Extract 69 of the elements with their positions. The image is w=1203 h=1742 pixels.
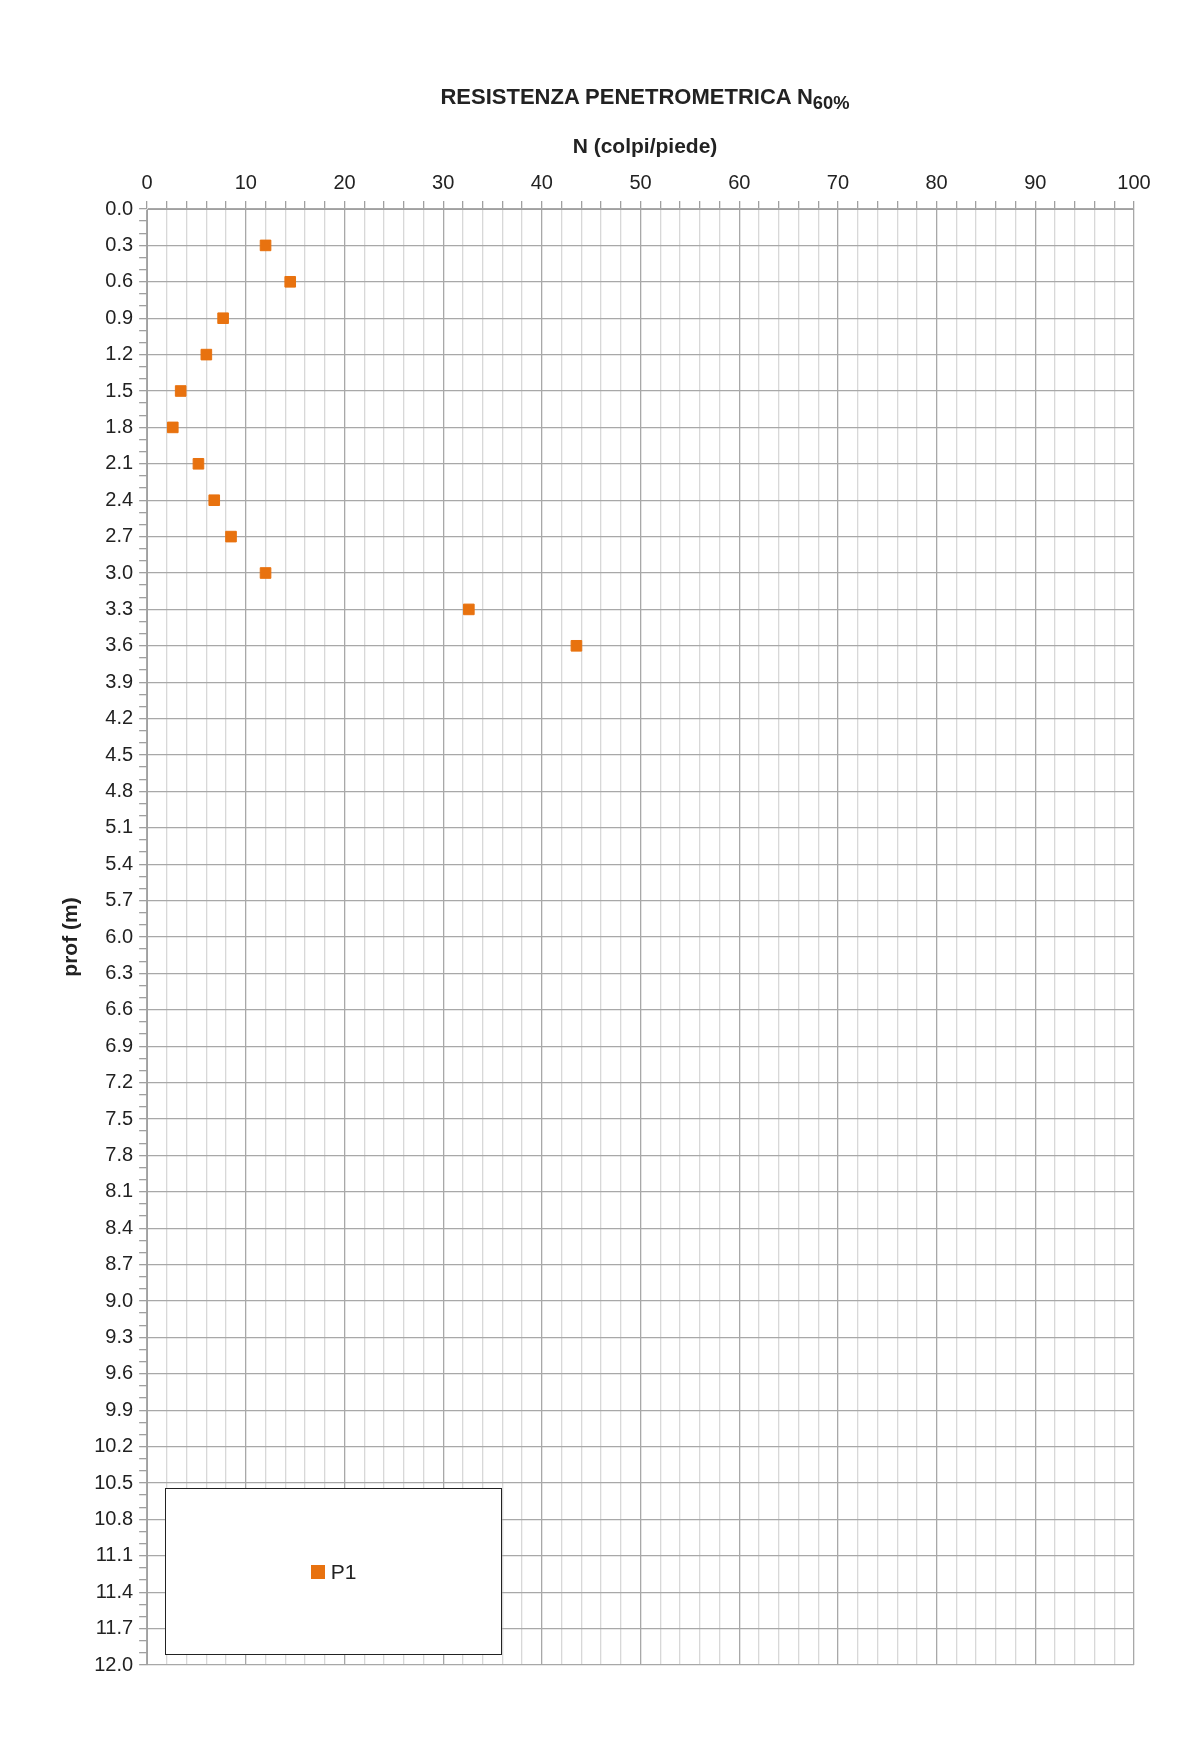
x-axis-title: N (colpi/piede) bbox=[571, 134, 719, 158]
y-tick-label: 4.2 bbox=[105, 706, 134, 729]
y-tick-label: 1.5 bbox=[105, 378, 134, 401]
chart-title: RESISTENZA PENETROMETRICA N$_{60%}$ bbox=[439, 84, 851, 115]
y-tick-label: 8.7 bbox=[105, 1252, 134, 1275]
legend: P1 bbox=[165, 1488, 503, 1655]
y-tick-label: 2.4 bbox=[105, 487, 134, 510]
y-tick-label: 0.9 bbox=[105, 305, 134, 328]
legend-label: P1 bbox=[329, 1559, 357, 1584]
y-tick-label: 6.6 bbox=[105, 997, 134, 1020]
y-tick-label: 5.7 bbox=[105, 888, 134, 911]
y-tick-label: 8.1 bbox=[105, 1179, 134, 1202]
y-tick-label: 10.8 bbox=[94, 1506, 134, 1529]
y-tick-label: 3.6 bbox=[105, 633, 134, 656]
point bbox=[174, 385, 187, 397]
y-tick-label: 10.2 bbox=[94, 1434, 134, 1457]
y-tick-label: 6.0 bbox=[105, 924, 134, 947]
x-tick-label: 20 bbox=[333, 170, 356, 193]
x-tick-label: 90 bbox=[1024, 170, 1047, 193]
point bbox=[463, 603, 475, 616]
y-tick-label: 12.0 bbox=[94, 1652, 134, 1675]
y-tick-label: 5.4 bbox=[105, 851, 134, 874]
y-tick-label: 6.3 bbox=[105, 960, 134, 983]
y-tick-label: 0.6 bbox=[105, 269, 134, 292]
y-tick-label: 9.0 bbox=[105, 1288, 134, 1311]
y-tick-label: 9.6 bbox=[105, 1361, 134, 1384]
x-tick-label: 10 bbox=[234, 170, 257, 193]
point bbox=[259, 567, 272, 579]
point bbox=[259, 239, 272, 252]
y-tick-label: 7.2 bbox=[105, 1070, 134, 1093]
x-tick-label: 70 bbox=[826, 170, 850, 193]
y-tick-label: 8.4 bbox=[105, 1215, 134, 1238]
x-tick-label: 80 bbox=[925, 170, 948, 193]
point bbox=[225, 530, 237, 543]
y-tick-label: 11.7 bbox=[95, 1616, 134, 1639]
y-tick-label: 3.9 bbox=[105, 669, 134, 692]
y-tick-label: 3.0 bbox=[105, 560, 134, 583]
y-tick-label: 1.8 bbox=[105, 414, 134, 437]
y-tick-label: 10.5 bbox=[94, 1470, 134, 1493]
y-tick-label: 7.8 bbox=[105, 1142, 134, 1165]
y-tick-label: 3.3 bbox=[105, 596, 134, 619]
y-tick-label: 0.0 bbox=[105, 196, 134, 219]
y-tick-label: 4.8 bbox=[105, 778, 134, 801]
y-tick-label: 6.9 bbox=[105, 1033, 134, 1056]
point bbox=[217, 312, 229, 324]
y-tick-label: 2.1 bbox=[105, 451, 134, 474]
x-tick-label: 30 bbox=[432, 170, 455, 193]
y-tick-label: 1.2 bbox=[105, 342, 134, 365]
y-tick-label: 11.1 bbox=[95, 1543, 134, 1566]
y-tick-label: 5.1 bbox=[105, 815, 134, 838]
point bbox=[284, 276, 297, 288]
y-tick-label: 7.5 bbox=[105, 1106, 134, 1129]
point bbox=[208, 494, 221, 506]
y-tick-label: 0.3 bbox=[105, 232, 134, 255]
x-tick-label: 100 bbox=[1117, 170, 1151, 193]
point bbox=[192, 458, 205, 470]
y-axis-title: prof (m) bbox=[58, 897, 82, 977]
point bbox=[166, 421, 179, 434]
y-tick-label: 9.9 bbox=[105, 1397, 134, 1420]
x-tick-label: 60 bbox=[728, 170, 751, 193]
point bbox=[200, 348, 213, 361]
y-tick-label: 11.4 bbox=[95, 1579, 134, 1602]
y-tick-label: 4.5 bbox=[105, 742, 134, 765]
y-tick-label: 9.3 bbox=[105, 1324, 134, 1347]
x-tick-label: 40 bbox=[530, 170, 553, 193]
x-tick-label: 50 bbox=[629, 170, 652, 193]
y-tick-label: 2.7 bbox=[105, 524, 134, 547]
x-tick-label: 0 bbox=[141, 170, 153, 193]
point bbox=[570, 640, 583, 652]
